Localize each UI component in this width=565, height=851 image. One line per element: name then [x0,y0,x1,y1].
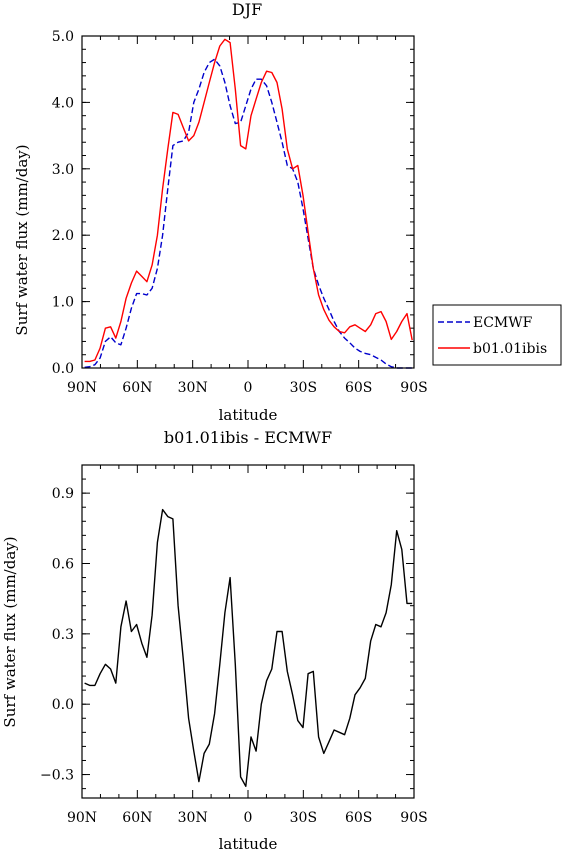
top-chart-x-tick-label: 90N [67,380,97,396]
bottom-chart-y-tick-label: 0.6 [52,556,74,572]
bottom-chart-title: b01.01ibis - ECMWF [164,428,332,447]
bottom-chart-y-tick-label: 0.3 [52,627,74,643]
bottom-chart-x-tick-label: 60S [345,810,372,826]
top-chart-y-tick-label: 2.0 [52,228,74,244]
top-chart-y-tick-label: 4.0 [52,95,74,111]
bottom-chart-x-tick-label: 0 [244,810,253,826]
legend-label-ecmwf: ECMWF [473,315,533,331]
legend-box [432,304,562,366]
top-chart-x-tick-label: 90S [400,380,427,396]
bottom-chart: b01.01ibis - ECMWF latitude Surf water f… [1,428,428,851]
top-chart-x-axis-label: latitude [219,406,278,424]
top-chart-x-tick-label: 30N [178,380,208,396]
legend: ECMWF b01.01ibis [432,304,562,366]
bottom-chart-x-tick-label: 30S [290,810,317,826]
bottom-chart-x-tick-label: 90N [67,810,97,826]
bottom-chart-x-axis-label: latitude [219,835,278,851]
top-chart-x-tick-label: 30S [290,380,317,396]
top-chart-title: DJF [232,0,262,19]
top-chart-y-tick-label: 3.0 [52,162,74,178]
bottom-chart-y-tick-label: −0.3 [40,768,74,784]
legend-label-b01-01ibis: b01.01ibis [473,341,547,357]
top-chart-y-tick-label: 0.0 [52,361,74,377]
bottom-chart-x-tick-label: 60N [122,810,152,826]
top-chart-y-tick-label: 5.0 [52,29,74,45]
top-chart-x-tick-label: 0 [244,380,253,396]
top-chart-series-line-ecmwf [84,58,413,369]
top-chart-x-tick-label: 60N [122,380,152,396]
top-chart: DJF latitude Surf water flux (mm/day) 90… [13,0,428,424]
top-chart-y-tick-label: 1.0 [52,295,74,311]
top-chart-y-axis-label: Surf water flux (mm/day) [13,144,31,335]
top-chart-x-tick-label: 60S [345,380,372,396]
top-chart-series-line-b01-01ibis [84,38,413,363]
top-chart-plot-frame [81,35,415,369]
bottom-chart-y-axis-label: Surf water flux (mm/day) [1,536,19,727]
bottom-chart-y-tick-label: 0.0 [52,697,74,713]
bottom-chart-series-line-0 [84,508,413,787]
bottom-chart-x-tick-label: 30N [178,810,208,826]
bottom-chart-plot-frame [81,464,415,799]
bottom-chart-x-tick-label: 90S [400,810,427,826]
bottom-chart-y-tick-label: 0.9 [52,486,74,502]
